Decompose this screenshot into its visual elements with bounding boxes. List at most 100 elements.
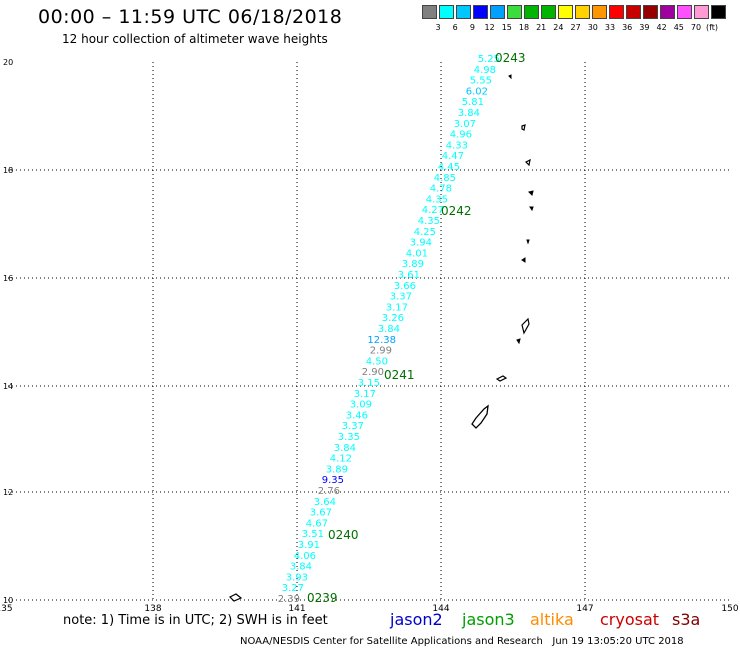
y-tick-label: 20 — [3, 58, 13, 67]
legend-label: 12 — [484, 23, 495, 32]
swh-value: 2.99 — [370, 346, 392, 357]
swh-value: 3.15 — [358, 378, 380, 389]
y-tick-label: 14 — [3, 382, 13, 391]
swh-value: 3.93 — [286, 572, 308, 583]
swh-value: 3.09 — [350, 400, 372, 411]
legend-label: 3 — [435, 23, 441, 32]
pass-time-label: 0242 — [441, 204, 472, 218]
legend-swatch — [575, 5, 590, 19]
swh-value: 4.47 — [442, 151, 464, 162]
legend-swatch — [439, 5, 454, 19]
legend-unit: (ft) — [706, 23, 719, 32]
pass-time-label: 0239 — [307, 591, 338, 605]
swh-value: 4.85 — [434, 173, 456, 184]
map-title: 00:00 – 11:59 UTC 06/18/2018 — [38, 6, 343, 28]
x-tick-label: 150 — [721, 604, 738, 614]
swh-value: 3.66 — [394, 281, 416, 292]
legend-label: 18 — [518, 23, 530, 32]
aguijan-island — [521, 257, 526, 263]
swh-value: 3.37 — [342, 421, 364, 432]
altimeter-track: 5.254.985.556.025.813.843.074.964.334.47… — [278, 54, 500, 605]
swh-value: 5.81 — [462, 97, 484, 108]
legend-label: 21 — [536, 23, 547, 32]
legend-swatch — [677, 5, 692, 19]
pagan-island — [524, 158, 531, 167]
rota-island — [495, 375, 508, 382]
legend-swatch — [524, 5, 539, 19]
tinian-island — [516, 338, 521, 345]
swh-value: 3.37 — [390, 292, 412, 303]
swh-value: 3.27 — [282, 583, 304, 594]
swh-value: 4.67 — [306, 518, 328, 529]
legend-label: 6 — [452, 23, 458, 32]
legend-label: 9 — [469, 23, 475, 32]
swh-value: 3.84 — [378, 324, 400, 335]
swh-value: 4.78 — [430, 184, 452, 195]
swh-value: 3.91 — [298, 540, 320, 551]
swh-value: 3.17 — [354, 389, 376, 400]
sarigan-island — [529, 206, 534, 212]
swh-value: 3.61 — [398, 270, 420, 281]
legend-swatch — [660, 5, 675, 19]
pass-time-labels: 0243 0242 0241 0240 0239 — [307, 51, 526, 605]
lat-lon-grid: 135138141144147150101214161820 — [0, 58, 739, 614]
swh-value: 4.06 — [294, 551, 316, 562]
swh-value: 3.07 — [454, 119, 476, 130]
legend-swatch — [473, 5, 488, 19]
credit-line: NOAA/NESDIS Center for Satellite Applica… — [240, 636, 684, 647]
y-tick-label: 18 — [3, 166, 13, 175]
swh-value: 3.67 — [310, 508, 332, 519]
legend-label: 70 — [690, 23, 702, 32]
swh-value: 2.90 — [362, 367, 384, 378]
swh-value: 2.39 — [278, 594, 300, 605]
southwest-island — [228, 593, 243, 602]
swh-value: 3.35 — [338, 432, 360, 443]
asuncion-island — [508, 74, 512, 80]
legend-label: 39 — [639, 23, 650, 32]
legend-swatch — [626, 5, 641, 19]
satellite-label-s3a: s3a — [672, 610, 701, 629]
swh-value: 6.02 — [466, 86, 488, 97]
islands — [228, 74, 534, 602]
swh-value: 12.38 — [367, 335, 396, 346]
swh-value: 3.89 — [326, 464, 348, 475]
swh-value: 3.51 — [302, 529, 324, 540]
legend-swatch — [541, 5, 556, 19]
legend-swatch — [507, 5, 522, 19]
pass-time-label: 0243 — [495, 51, 526, 65]
swh-value: 9.35 — [322, 475, 344, 486]
legend-swatch — [558, 5, 573, 19]
legend-label: 27 — [570, 23, 581, 32]
swh-value: 2.76 — [318, 486, 340, 497]
swh-value: 4.01 — [406, 248, 428, 259]
swh-value: 3.84 — [290, 562, 312, 573]
y-tick-label: 16 — [3, 274, 13, 283]
swh-value: 3.64 — [314, 497, 336, 508]
agrihan-island — [521, 124, 526, 131]
guam-island — [471, 404, 489, 429]
pass-time-label: 0240 — [328, 528, 359, 542]
x-tick-label: 138 — [144, 604, 161, 614]
swh-value: 4.27 — [422, 205, 444, 216]
map-subtitle: 12 hour collection of altimeter wave hei… — [62, 32, 328, 46]
swh-value: 3.84 — [458, 108, 480, 119]
pass-time-label: 0241 — [384, 368, 415, 382]
legend-label: 24 — [553, 23, 564, 32]
footer-note: note: 1) Time is in UTC; 2) SWH is in fe… — [63, 613, 328, 628]
legend-swatch — [456, 5, 471, 19]
x-tick-label: 144 — [432, 604, 449, 614]
swh-value: 4.50 — [366, 356, 388, 367]
legend-label: 45 — [673, 23, 684, 32]
legend-label: 36 — [622, 23, 633, 32]
swh-value: 4.35 — [426, 194, 448, 205]
legend-label: 30 — [587, 23, 598, 32]
legend-label: 42 — [656, 23, 667, 32]
legend-swatch — [592, 5, 607, 19]
alamagan-island — [528, 190, 534, 196]
swh-value: 4.45 — [438, 162, 460, 173]
legend-label: 15 — [501, 23, 512, 32]
swh-value: 3.46 — [346, 410, 368, 421]
x-tick-label: 147 — [576, 604, 593, 614]
swh-value: 4.33 — [446, 140, 468, 151]
